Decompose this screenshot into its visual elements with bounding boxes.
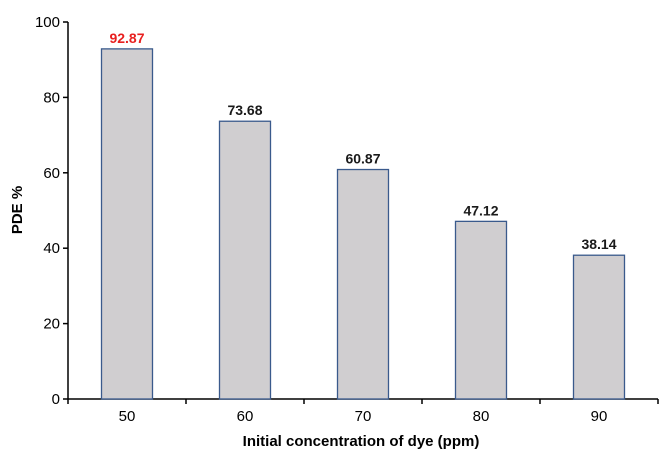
data-label: 73.68 — [227, 102, 262, 118]
y-tick-label: 100 — [35, 14, 60, 31]
x-tick-label: 80 — [473, 408, 490, 425]
plot-area: 0 20 40 60 80 100 50 92.87 60 73.68 70 60.87 80 47.12… — [35, 14, 659, 425]
x-tick-label: 90 — [591, 408, 608, 425]
x-axis-title: Initial concentration of dye (ppm) — [243, 433, 480, 450]
y-tick-label: 40 — [43, 240, 60, 257]
bar — [218, 120, 272, 400]
x-tick-label: 50 — [119, 408, 136, 425]
data-label: 47.12 — [463, 202, 498, 218]
bar — [336, 168, 390, 400]
data-label: 92.87 — [109, 30, 144, 46]
x-tick-label: 60 — [237, 408, 254, 425]
data-label: 60.87 — [345, 151, 380, 167]
y-tick-label: 20 — [43, 316, 60, 333]
x-tick-label: 70 — [355, 408, 372, 425]
bar — [454, 220, 508, 400]
y-axis-title: PDE % — [9, 186, 26, 234]
y-tick-label: 0 — [52, 391, 60, 408]
data-label: 38.14 — [581, 236, 616, 252]
bar — [572, 254, 626, 400]
y-tick-label: 60 — [43, 165, 60, 182]
y-tick-label: 80 — [43, 89, 60, 106]
bar — [100, 48, 154, 400]
